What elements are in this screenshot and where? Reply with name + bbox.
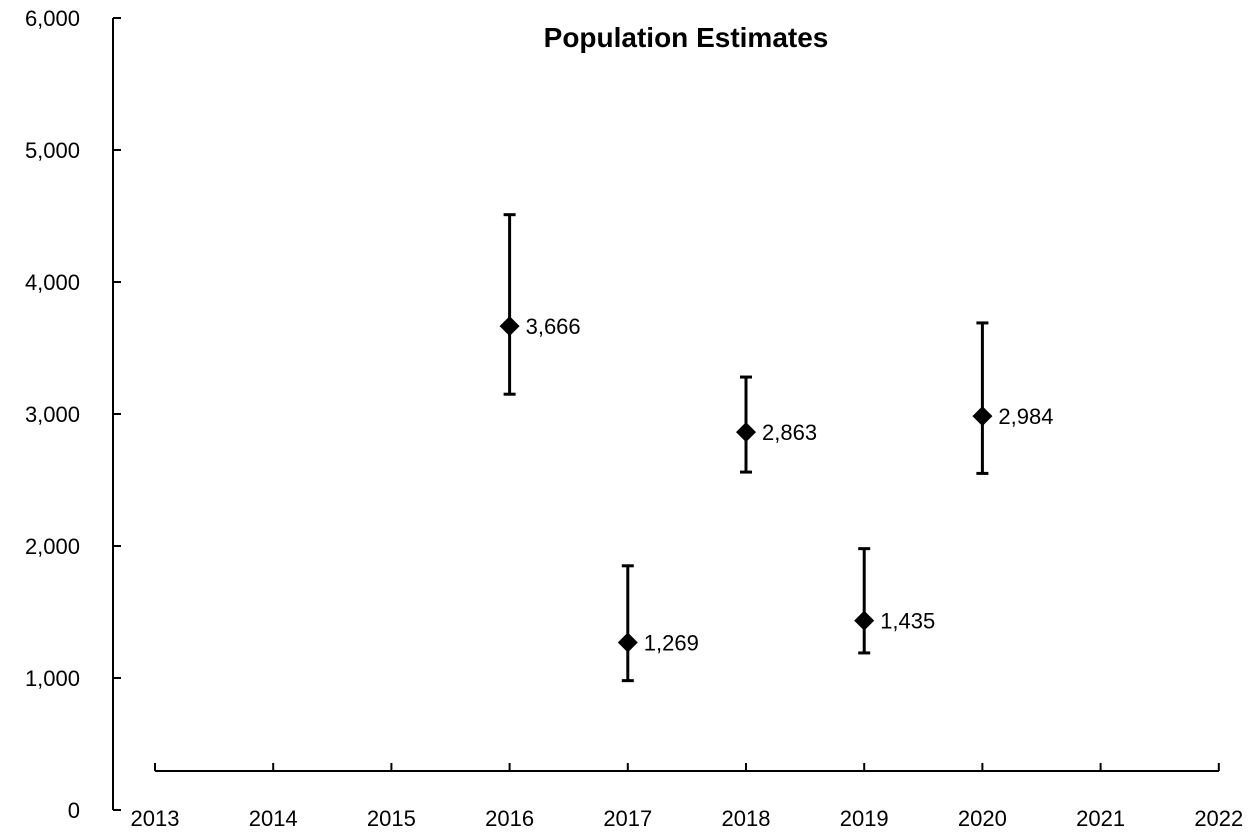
y-axis-ticks: 0 1,000 2,000 3,000 4,000 5,000 6,000 (25, 6, 121, 823)
y-tick-label: 2,000 (25, 534, 80, 559)
x-tick-label: 2014 (249, 806, 298, 831)
y-tick-label: 4,000 (25, 270, 80, 295)
x-tick-label: 2017 (603, 806, 652, 831)
x-tick-label: 2015 (367, 806, 416, 831)
chart-title: Population Estimates (544, 22, 829, 53)
data-label: 1,269 (644, 630, 699, 655)
x-tick-label: 2013 (131, 806, 180, 831)
y-tick-label: 0 (68, 798, 80, 823)
data-point (736, 422, 756, 443)
x-tick-label: 2021 (1076, 806, 1125, 831)
y-tick-label: 1,000 (25, 666, 80, 691)
y-tick-label: 6,000 (25, 6, 80, 31)
data-label: 3,666 (526, 314, 581, 339)
x-tick-label: 2022 (1194, 806, 1243, 831)
data-point (972, 406, 993, 427)
data-label: 2,863 (762, 420, 817, 445)
x-tick-label: 2020 (958, 806, 1007, 831)
data-label: 1,435 (880, 609, 935, 634)
data-point (854, 610, 875, 631)
y-tick-label: 3,000 (25, 402, 80, 427)
data-point (499, 316, 520, 337)
x-tick-label: 2018 (722, 806, 771, 831)
x-tick-label: 2019 (840, 806, 889, 831)
data-label: 2,984 (998, 404, 1053, 429)
data-markers (499, 316, 993, 653)
y-tick-label: 5,000 (25, 138, 80, 163)
data-labels: 3,666 1,269 2,863 1,435 2,984 (526, 314, 1054, 655)
data-point (617, 632, 638, 653)
x-axis-ticks: 2013 2014 2015 2016 2017 2018 2019 2020 2021 2022 (131, 763, 1243, 831)
error-bars (503, 213, 989, 683)
x-tick-label: 2016 (485, 806, 534, 831)
